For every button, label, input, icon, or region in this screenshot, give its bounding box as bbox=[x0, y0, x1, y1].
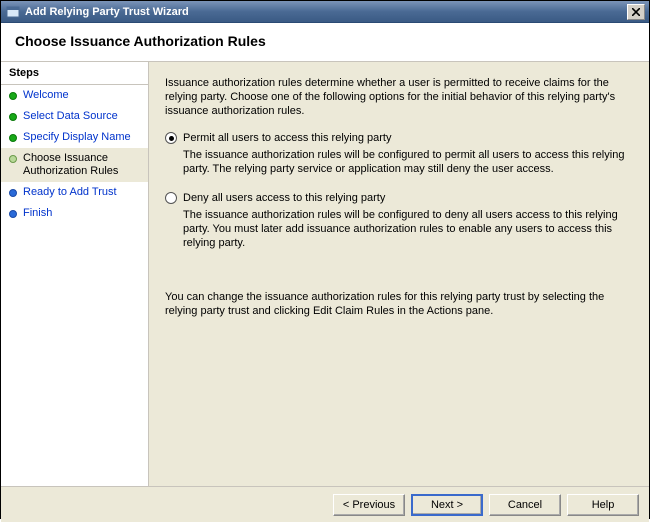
cancel-button[interactable]: Cancel bbox=[489, 494, 561, 516]
step-label: Welcome bbox=[23, 89, 69, 102]
previous-button[interactable]: < Previous bbox=[333, 494, 405, 516]
step-bullet-icon bbox=[9, 113, 17, 121]
content-panel: Issuance authorization rules determine w… bbox=[149, 62, 649, 486]
step-bullet-icon bbox=[9, 210, 17, 218]
next-button[interactable]: Next > bbox=[411, 494, 483, 516]
window-title: Add Relying Party Trust Wizard bbox=[25, 6, 627, 18]
step-bullet-icon bbox=[9, 155, 17, 163]
app-icon bbox=[5, 4, 21, 20]
radio-label: Permit all users to access this relying … bbox=[183, 132, 391, 144]
wizard-header: Choose Issuance Authorization Rules bbox=[1, 23, 649, 62]
help-button[interactable]: Help bbox=[567, 494, 639, 516]
radio-button[interactable] bbox=[165, 132, 177, 144]
option-description: The issuance authorization rules will be… bbox=[183, 148, 633, 176]
step-label: Select Data Source bbox=[23, 110, 118, 123]
wizard-body: Steps Welcome Select Data Source Specify D… bbox=[1, 62, 649, 486]
button-bar: < Previous Next > Cancel Help bbox=[1, 486, 649, 522]
option-description: The issuance authorization rules will be… bbox=[183, 208, 633, 250]
titlebar: Add Relying Party Trust Wizard bbox=[1, 1, 649, 23]
step-item[interactable]: Choose Issuance Authorization Rules bbox=[1, 148, 148, 182]
step-item[interactable]: Specify Display Name bbox=[1, 127, 148, 148]
steps-sidebar: Steps Welcome Select Data Source Specify D… bbox=[1, 62, 149, 486]
step-label: Ready to Add Trust bbox=[23, 186, 117, 199]
page-title: Choose Issuance Authorization Rules bbox=[15, 33, 635, 49]
close-button[interactable] bbox=[627, 4, 645, 20]
step-bullet-icon bbox=[9, 92, 17, 100]
step-bullet-icon bbox=[9, 189, 17, 197]
steps-heading: Steps bbox=[1, 62, 148, 85]
step-bullet-icon bbox=[9, 134, 17, 142]
step-item[interactable]: Finish bbox=[1, 203, 148, 224]
options-group: Permit all users to access this relying … bbox=[165, 132, 633, 250]
step-item[interactable]: Ready to Add Trust bbox=[1, 182, 148, 203]
step-item[interactable]: Select Data Source bbox=[1, 106, 148, 127]
radio-option[interactable]: Permit all users to access this relying … bbox=[165, 132, 633, 144]
radio-label: Deny all users access to this relying pa… bbox=[183, 192, 385, 204]
step-item[interactable]: Welcome bbox=[1, 85, 148, 106]
radio-button[interactable] bbox=[165, 192, 177, 204]
footnote-text: You can change the issuance authorizatio… bbox=[165, 290, 633, 318]
step-label: Choose Issuance Authorization Rules bbox=[23, 152, 142, 178]
intro-text: Issuance authorization rules determine w… bbox=[165, 76, 633, 118]
steps-list: Welcome Select Data Source Specify Display… bbox=[1, 85, 148, 224]
radio-option[interactable]: Deny all users access to this relying pa… bbox=[165, 192, 633, 204]
step-label: Finish bbox=[23, 207, 52, 220]
step-label: Specify Display Name bbox=[23, 131, 131, 144]
